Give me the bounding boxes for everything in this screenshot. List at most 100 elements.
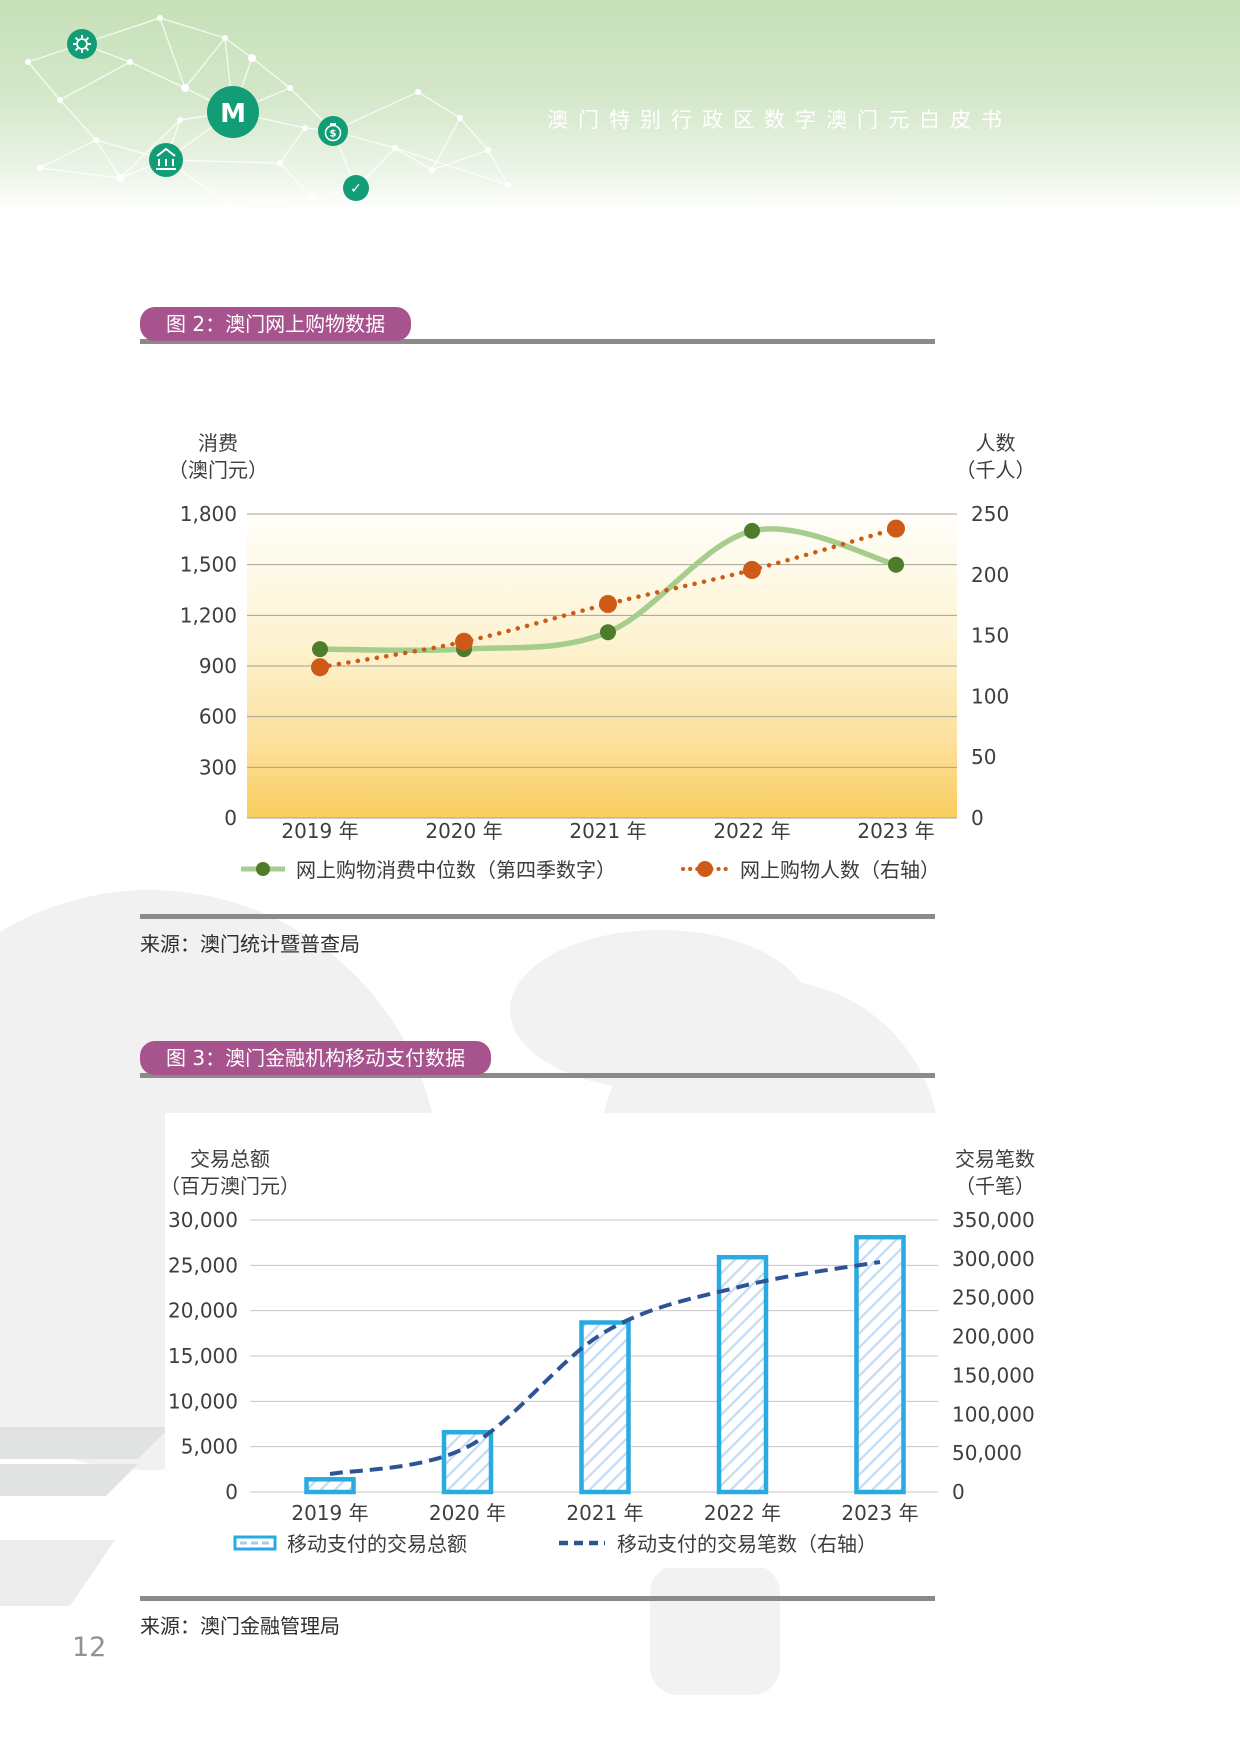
left-axis-tick-label: 1,500 [180, 553, 237, 577]
page-number: 12 [72, 1632, 107, 1663]
right-axis-tick-label: 50,000 [952, 1441, 1022, 1465]
left-axis-tick-label: 0 [224, 806, 237, 830]
data-point-marker [599, 595, 617, 613]
bar [441, 1429, 494, 1495]
right-axis-tick-label: 300,000 [952, 1247, 1035, 1271]
hatched-bar-marker-icon [233, 1535, 277, 1550]
right-axis-tick-label: 100 [971, 684, 1009, 708]
header-banner: M $ ✓ 澳门特别行政区数字 [0, 0, 1240, 212]
right-axis-tick-label: 200,000 [952, 1325, 1035, 1349]
watermark-blob-top [510, 930, 810, 1090]
chart1-legend-item-consumption: 网上购物消费中位数（第四季数字） [240, 854, 616, 883]
right-axis-tick-label: 100,000 [952, 1402, 1035, 1426]
right-axis-tick-label: 350,000 [952, 1208, 1035, 1232]
right-axis-tick-label: 200 [971, 563, 1009, 587]
figure2-bottom-rule [140, 914, 935, 919]
watermark-stripe-2 [0, 1464, 138, 1496]
data-point-marker [600, 624, 616, 641]
document-title: 澳门特别行政区数字澳门元白皮书 [547, 108, 1012, 132]
orange-dotted-marker-icon [681, 860, 729, 877]
chart2-legend-label-count: 移动支付的交易笔数（右轴） [617, 1532, 877, 1556]
mobile-payment-chart: 0 5,000 10,000 15,000 20,000 25,000 30,000 0 50,… [168, 1208, 1035, 1525]
chart1-series-shoppers [311, 519, 905, 677]
bank-icon [149, 143, 183, 177]
left-axis-tick-label: 600 [199, 705, 237, 729]
online-shopping-chart: 0 300 600 900 1,200 1,500 1,800 0 50 100 150 200 250… [180, 502, 1009, 843]
right-axis-tick-label: 250,000 [952, 1286, 1035, 1310]
x-axis-tick-label: 2020 年 [425, 819, 502, 843]
svg-text:✓: ✓ [350, 181, 362, 197]
x-axis-tick-label: 2023 年 [857, 819, 934, 843]
x-axis-tick-label: 2020 年 [429, 1501, 506, 1525]
right-axis-tick-label: 0 [971, 806, 984, 830]
left-axis-tick-label: 1,200 [180, 603, 237, 627]
figure2-title-rule [140, 339, 935, 344]
data-point-marker [312, 641, 328, 658]
figure3-source: 来源：澳门金融管理局 [140, 1614, 340, 1638]
gear-icon [67, 29, 97, 59]
chart1-grid-and-ticks: 0 300 600 900 1,200 1,500 1,800 0 50 100 150 200 250… [180, 502, 1009, 843]
network-graphic: M $ ✓ [25, 15, 511, 208]
x-axis-tick-label: 2023 年 [841, 1501, 918, 1525]
data-point-marker [311, 658, 329, 677]
data-point-marker [888, 556, 904, 573]
chart1-legend: 网上购物消费中位数（第四季数字） 网上购物人数（右轴） [140, 854, 1040, 883]
network-dots [25, 15, 511, 208]
bar [716, 1254, 769, 1495]
chart1-legend-label-shoppers: 网上购物人数（右轴） [740, 858, 940, 882]
chart2-legend-item-amount: 移动支付的交易总额 [233, 1528, 467, 1557]
chart2-right-axis-title: 交易笔数 （千笔） [955, 1147, 1035, 1198]
left-axis-tick-label: 10,000 [168, 1389, 238, 1413]
data-point-marker [743, 560, 761, 579]
left-axis-tick-label: 20,000 [168, 1299, 238, 1323]
watermark-rounded-square [650, 1565, 780, 1695]
figure2-source: 来源：澳门统计暨普查局 [140, 932, 360, 956]
watermark-stripe-1 [0, 1427, 170, 1459]
x-axis-tick-label: 2019 年 [281, 819, 358, 843]
left-axis-tick-label: 25,000 [168, 1253, 238, 1277]
check-icon: ✓ [343, 175, 369, 201]
chart2-left-axis-title: 交易总额 （百万澳门元） [160, 1147, 300, 1198]
right-axis-tick-label: 150 [971, 624, 1009, 648]
data-point-marker [744, 522, 760, 539]
bar [579, 1320, 631, 1495]
chart2-legend-label-amount: 移动支付的交易总额 [287, 1532, 467, 1556]
chart1-legend-label-consumption: 网上购物消费中位数（第四季数字） [296, 858, 616, 882]
chart2-legend-item-count: 移动支付的交易笔数（右轴） [557, 1528, 877, 1557]
left-axis-tick-label: 0 [225, 1480, 238, 1504]
figure2-title-badge: 图 2：澳门网上购物数据 [140, 307, 412, 341]
green-line-marker-icon [241, 861, 285, 876]
money-bag-icon: $ [318, 116, 348, 146]
chart1-legend-item-shoppers: 网上购物人数（右轴） [680, 854, 940, 883]
x-axis-tick-label: 2019 年 [291, 1501, 368, 1525]
x-axis-tick-label: 2022 年 [704, 1501, 781, 1525]
data-point-marker [887, 519, 905, 538]
left-axis-tick-label: 5,000 [181, 1435, 238, 1459]
right-axis-tick-label: 150,000 [952, 1363, 1035, 1387]
bar [304, 1477, 356, 1495]
left-axis-tick-label: 15,000 [168, 1344, 238, 1368]
chart1-left-axis-title: 消费 （澳门元） [168, 431, 268, 482]
left-axis-tick-label: 1,800 [180, 502, 237, 526]
chart1-right-axis-title: 人数 （千人） [955, 431, 1036, 482]
chart2-series-transaction-count-line [329, 1260, 881, 1477]
left-axis-tick-label: 30,000 [168, 1208, 238, 1232]
figure3-bottom-rule [140, 1596, 935, 1601]
macau-pataca-logo-icon: M [207, 86, 259, 138]
data-point-marker [455, 632, 473, 651]
series-line [317, 526, 899, 670]
left-axis-tick-label: 900 [199, 654, 237, 678]
navy-dashed-marker-icon [559, 1540, 605, 1545]
chart2-series-transaction-amount-bars [304, 1234, 906, 1495]
chart2-legend: 移动支付的交易总额 移动支付的交易笔数（右轴） [150, 1528, 960, 1557]
figure3-title-rule [140, 1073, 935, 1078]
x-axis-tick-label: 2022 年 [713, 819, 790, 843]
left-axis-tick-label: 300 [199, 755, 237, 779]
svg-text:$: $ [330, 129, 337, 140]
right-axis-tick-label: 250 [971, 502, 1009, 526]
bar [854, 1234, 906, 1495]
svg-text:M: M [220, 99, 246, 129]
x-axis-tick-label: 2021 年 [566, 1501, 643, 1525]
watermark-stripe-3 [0, 1540, 115, 1606]
